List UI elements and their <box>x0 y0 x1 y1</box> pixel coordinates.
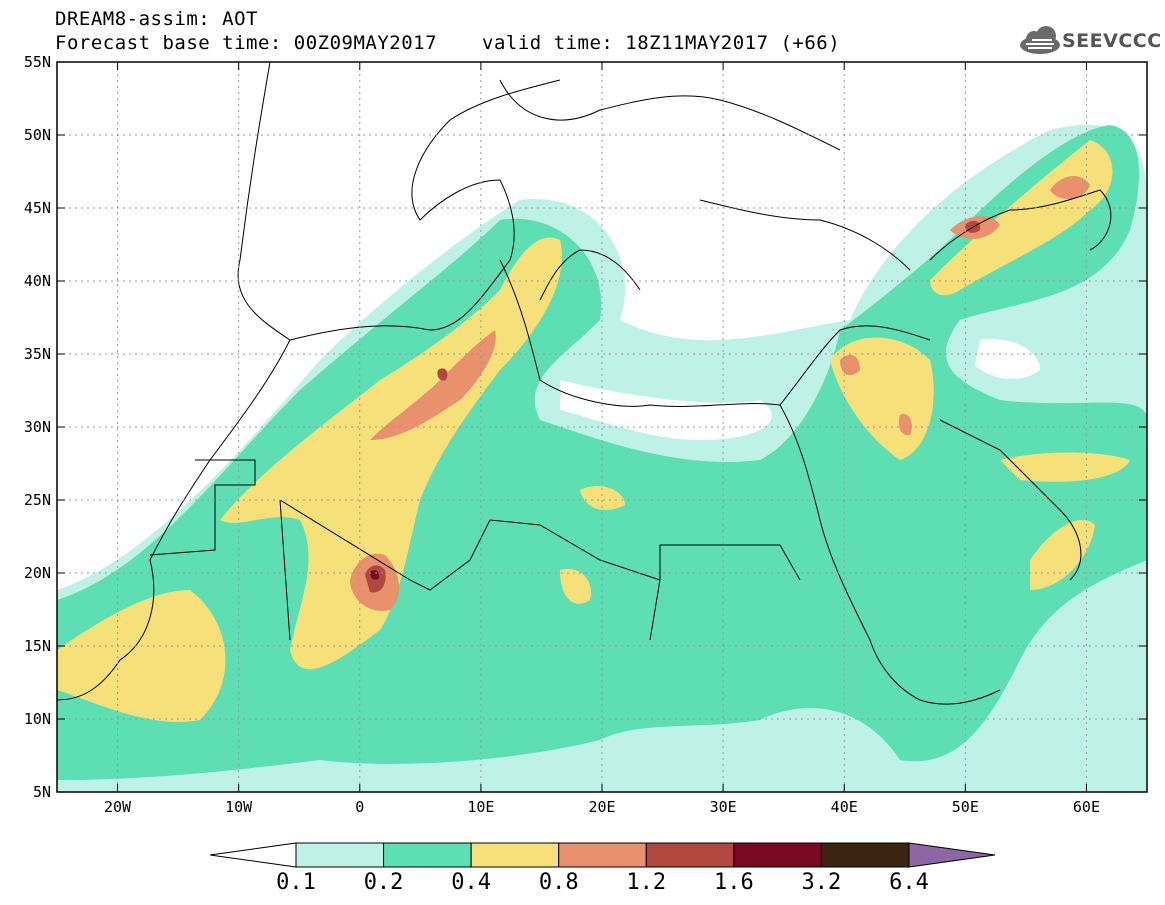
lon-tick-label: 30E <box>709 798 737 816</box>
lat-tick-label: 55N <box>23 53 51 71</box>
colorbar-level-label: 0.2 <box>363 870 404 895</box>
lon-tick-label: 10E <box>467 798 495 816</box>
colorbar-level-label: 1.6 <box>713 870 754 895</box>
lon-tick-label: 40E <box>830 798 858 816</box>
colorbar-segment <box>733 842 822 868</box>
lat-tick-label: 20N <box>23 564 51 582</box>
lat-tick-label: 50N <box>23 126 51 144</box>
graticule <box>57 62 1147 792</box>
colorbar-segment <box>558 842 647 868</box>
cloud-icon <box>1020 26 1060 54</box>
colorbar-level-label: 0.1 <box>276 870 316 895</box>
colorbar <box>209 842 996 868</box>
lon-tick-label: 0 <box>355 798 365 816</box>
axis-ticks <box>57 61 1147 793</box>
lat-tick-label: 10N <box>23 710 51 728</box>
colorbar-over-triangle <box>908 842 996 868</box>
colorbar-segment <box>470 842 560 868</box>
lon-tick-label: 20E <box>588 798 616 816</box>
logo-text: SEEVCCC <box>1062 30 1162 52</box>
lat-tick-label: 45N <box>23 199 51 217</box>
colorbar-under-triangle <box>209 842 297 868</box>
colorbar-segment <box>645 842 735 868</box>
colorbar-level-label: 1.2 <box>626 870 667 895</box>
colorbar-segment <box>383 842 472 868</box>
lon-tick-label: 50E <box>951 798 979 816</box>
lon-tick-label: 20W <box>104 798 132 816</box>
colorbar-level-label: 6.4 <box>889 870 929 895</box>
forecast-base-time: Forecast base time: 00Z09MAY2017 <box>55 32 438 54</box>
lon-tick-label: 10W <box>225 798 253 816</box>
lat-tick-label: 15N <box>23 637 51 655</box>
map-title: DREAM8-assim: AOT <box>55 8 258 30</box>
colorbar-segment <box>295 842 385 868</box>
lat-tick-label: 30N <box>23 418 51 436</box>
lat-tick-label: 25N <box>23 491 51 509</box>
lon-tick-label: 60E <box>1072 798 1100 816</box>
colorbar-segment <box>820 842 910 868</box>
lat-tick-label: 40N <box>23 272 51 290</box>
colorbar-level-label: 3.2 <box>801 870 842 895</box>
colorbar-level-label: 0.4 <box>451 870 492 895</box>
colorbar-level-label: 0.8 <box>538 870 579 895</box>
lat-tick-label: 5N <box>32 783 51 801</box>
valid-time: valid time: 18Z11MAY2017 (+66) <box>482 32 841 54</box>
lat-tick-label: 35N <box>23 345 51 363</box>
